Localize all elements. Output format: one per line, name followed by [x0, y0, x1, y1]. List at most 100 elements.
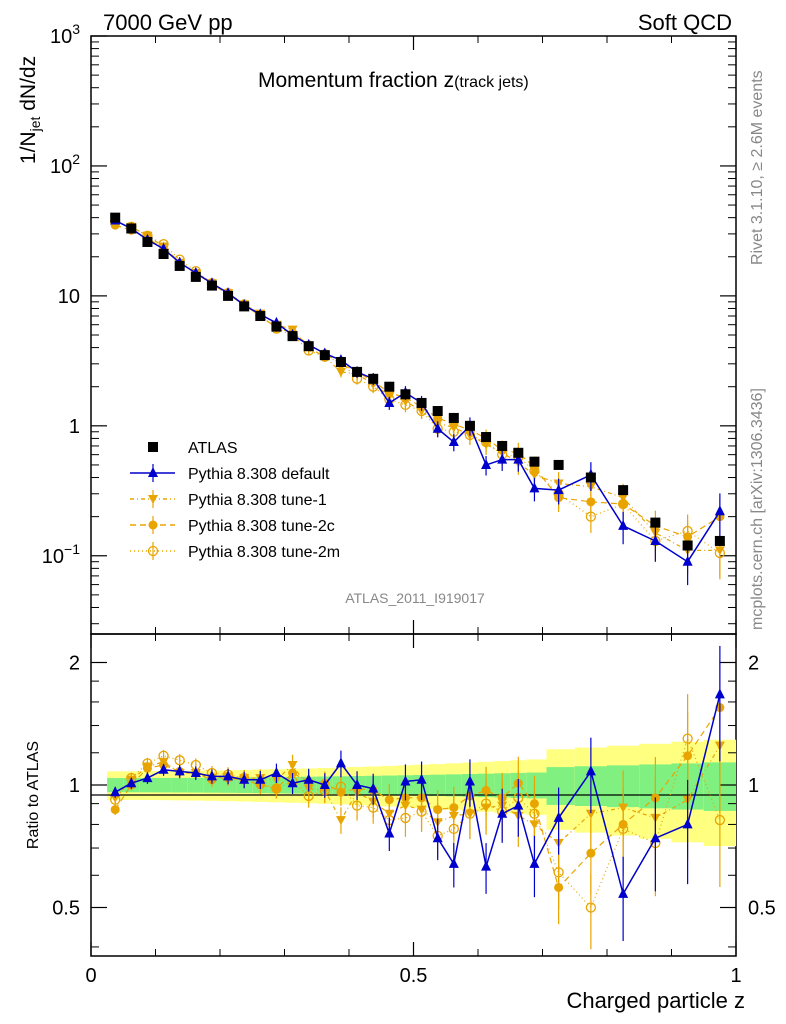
- data-point: [158, 249, 169, 260]
- ratio-point: [585, 902, 597, 913]
- series-point: [529, 482, 540, 493]
- ratio-point: [554, 882, 564, 892]
- data-point: [271, 321, 282, 332]
- ratio-point: [416, 773, 427, 784]
- y-tick-label-top: 1: [69, 416, 80, 438]
- ratio-point: [352, 778, 363, 789]
- ratio-point: [650, 832, 661, 843]
- series-point: [513, 453, 524, 464]
- data-point: [110, 212, 121, 223]
- x-axis-label: Charged particle z: [566, 988, 745, 1013]
- ratio-tick-label-left: 0.5: [52, 897, 80, 919]
- ratio-point: [400, 775, 411, 786]
- series-point: [714, 505, 725, 516]
- legend-label: Pythia 8.308 tune-1: [188, 492, 327, 509]
- series-point: [682, 555, 693, 566]
- analysis-id: ATLAS_2011_I919017: [345, 590, 485, 606]
- data-point: [190, 271, 201, 282]
- data-point: [448, 412, 459, 423]
- data-point: [335, 356, 346, 367]
- data-point: [513, 447, 524, 458]
- data-point: [618, 485, 629, 496]
- data-point: [223, 290, 234, 301]
- legend-marker: [148, 442, 158, 452]
- ratio-point: [206, 770, 217, 781]
- ratio-point: [448, 811, 459, 821]
- legend-label: Pythia 8.308 tune-2m: [188, 544, 340, 561]
- data-point: [255, 311, 266, 322]
- rivet-version-text: Rivet 3.1.10, ≥ 2.6M events: [749, 70, 766, 265]
- ratio-point: [303, 773, 314, 784]
- ratio-band-green: [546, 767, 575, 805]
- chart-title-main: Momentum fraction z: [258, 69, 454, 92]
- series-point: [481, 440, 492, 450]
- ratio-point: [432, 832, 443, 843]
- ratio-point: [223, 770, 234, 781]
- ratio-point: [682, 818, 693, 829]
- series-point: [553, 484, 564, 495]
- ratio-point: [618, 887, 629, 898]
- top-series: [110, 212, 726, 586]
- legend: ATLAS Pythia 8.308 default Pythia 8.308 tu…: [130, 440, 340, 561]
- ratio-point: [585, 809, 596, 819]
- ratio-point: [142, 762, 153, 772]
- data-point: [174, 260, 185, 271]
- ratio-point: [416, 805, 427, 815]
- ratio-point: [464, 809, 475, 819]
- series-point: [497, 453, 508, 464]
- data-point: [239, 301, 250, 312]
- ratio-band-green: [155, 777, 172, 793]
- header-category: Soft QCD: [638, 10, 732, 35]
- ratio-point: [714, 688, 725, 699]
- ratio-point: [384, 809, 395, 819]
- series-line: [114, 219, 721, 563]
- mcplots-source-text: mcplots.cern.ch [arXiv:1306.3436]: [749, 388, 766, 630]
- ratio-point: [336, 787, 346, 797]
- y-tick-label-top: 10: [58, 286, 80, 308]
- series-point: [400, 397, 411, 407]
- ratio-point: [335, 816, 346, 826]
- data-point: [400, 389, 411, 400]
- series-point: [618, 519, 629, 530]
- ratio-point: [529, 820, 540, 830]
- data-point: [585, 472, 596, 483]
- chart-title: Momentum fraction z(track jets): [258, 69, 529, 92]
- ratio-point: [481, 803, 492, 813]
- ratio-band-green: [445, 774, 462, 797]
- data-point: [142, 236, 153, 247]
- data-point: [714, 535, 725, 546]
- ratio-point: [287, 777, 298, 788]
- data-point: [287, 331, 298, 342]
- data-point: [384, 381, 395, 392]
- x-tick-label: 0: [85, 965, 96, 987]
- series-line: [115, 224, 721, 538]
- ratio-tick-label-right: 1: [748, 775, 759, 797]
- ratio-tick-label-right: 2: [748, 653, 759, 675]
- series-point: [481, 458, 492, 469]
- ratio-point: [618, 803, 629, 813]
- series-point: [714, 546, 725, 556]
- data-point: [206, 280, 217, 291]
- ratio-point: [529, 857, 540, 868]
- data-point: [464, 420, 475, 431]
- data-point: [497, 440, 508, 451]
- x-tick-label: 1: [730, 965, 741, 987]
- data-point: [481, 432, 492, 443]
- data-point: [368, 373, 379, 384]
- data-point: [319, 350, 330, 361]
- ratio-point: [126, 777, 137, 788]
- ratio-point: [174, 755, 185, 766]
- legend-marker: [148, 520, 158, 530]
- ratio-line: [114, 736, 721, 909]
- y-tick-label-top: 102: [50, 151, 80, 178]
- data-point: [650, 517, 661, 528]
- ratio-point: [481, 860, 492, 871]
- ratio-point: [319, 778, 330, 789]
- ratio-tick-label-left: 1: [69, 775, 80, 797]
- ratio-point: [714, 814, 726, 826]
- y-axis-label-bottom: Ratio to ATLAS: [25, 741, 42, 849]
- series-point: [448, 436, 459, 447]
- data-point: [529, 456, 540, 467]
- series-point: [384, 396, 395, 407]
